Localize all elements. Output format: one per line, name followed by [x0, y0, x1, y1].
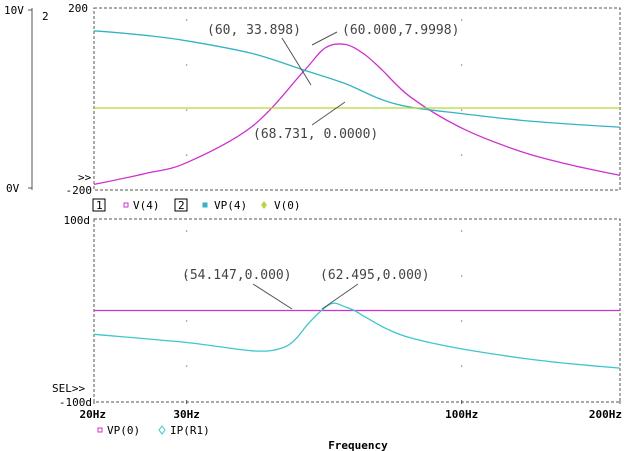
grid-dot: [185, 320, 188, 322]
legend-ip-r1: IP(R1): [170, 424, 210, 437]
top-plot-series: [93, 30, 621, 186]
series-ip-r1: [93, 302, 621, 369]
annotation-a4-leader: [252, 283, 293, 310]
top-plot-frame: [93, 7, 621, 191]
grid-dot: [185, 275, 188, 277]
grid-dot: [185, 64, 188, 66]
bottom-plot-series: [93, 302, 621, 369]
annotation-a2-leader: [311, 31, 338, 46]
bottom-y-bottom-label: -100d: [59, 396, 92, 409]
annotation-a5-leader: [321, 283, 359, 310]
top-annotations: (60, 33.898) (60.000,7.9998) (68.731, 0.…: [207, 23, 459, 142]
series-v-4: [93, 43, 621, 186]
x-tick-label: 200Hz: [589, 408, 622, 421]
grid-dot: [460, 154, 463, 156]
x-tick-label: 30Hz: [173, 408, 200, 421]
series-vp-4: [93, 30, 621, 128]
grid-dot: [460, 230, 463, 232]
top-y-bottom-label: -200: [66, 184, 93, 197]
top-plot: 10V 0V 2 200 -200 >> (60, 33.898) (60.00…: [4, 2, 621, 197]
grid-dot: [460, 19, 463, 21]
legend-v4: V(4): [133, 199, 160, 212]
legend-vp0: VP(0): [107, 424, 140, 437]
x-tick-label: 100Hz: [445, 408, 478, 421]
grid-dot: [185, 19, 188, 21]
grid-dot: [185, 109, 188, 111]
grid-dot: [185, 230, 188, 232]
x-axis-label: Frequency: [328, 439, 388, 451]
left-axis-bottom-label: 0V: [6, 182, 20, 195]
legend-index-1: 1: [96, 199, 103, 212]
axis-index-label: 2: [42, 10, 49, 23]
annotation-a4: (54.147,0.000): [182, 268, 292, 283]
legend-v0-marker: [261, 201, 267, 209]
top-legend: 1 V(4) 2 VP(4) V(0): [92, 198, 301, 212]
grid-dot: [185, 365, 188, 367]
legend-index-box-1: [92, 198, 106, 212]
x-axis-ticks: 20Hz 30Hz 100Hz 200Hz: [80, 400, 622, 421]
annotation-a3: (68.731, 0.0000): [253, 127, 378, 142]
grid-dot: [185, 154, 188, 156]
top-y-top-label: 200: [68, 2, 88, 15]
left-axis-top-label: 10V: [4, 4, 24, 17]
annotation-a3-leader: [311, 101, 346, 126]
grid-dot: [460, 109, 463, 111]
legend-v0: V(0): [274, 199, 301, 212]
annotation-a5: (62.495,0.000): [320, 268, 430, 283]
x-tick-label: 20Hz: [80, 408, 107, 421]
bottom-y-top-label: 100d: [64, 214, 91, 227]
legend-vp4: VP(4): [214, 199, 247, 212]
legend-v4-marker: [123, 202, 129, 208]
grid-dot: [460, 365, 463, 367]
bottom-plot-grid: [185, 230, 463, 367]
top-marker: >>: [78, 171, 92, 184]
top-plot-grid: [185, 19, 463, 156]
legend-vp0-marker: [97, 427, 103, 433]
bottom-annotations: (54.147,0.000) (62.495,0.000): [182, 268, 430, 310]
annotation-a1-leader: [281, 37, 312, 86]
grid-dot: [460, 275, 463, 277]
legend-ip-r1-marker: [158, 425, 166, 435]
annotation-a1: (60, 33.898): [207, 23, 301, 38]
grid-dot: [460, 64, 463, 66]
grid-dot: [460, 320, 463, 322]
legend-index-2: 2: [178, 199, 185, 212]
bottom-legend: VP(0) IP(R1): [97, 424, 210, 437]
annotation-a2: (60.000,7.9998): [342, 23, 459, 38]
legend-index-box-2: [174, 198, 188, 212]
legend-vp4-marker: [202, 202, 208, 208]
sel-marker: SEL>>: [52, 382, 85, 395]
bottom-plot: 100d -100d SEL>> (54.147,0.000) (62.495,…: [52, 214, 621, 409]
